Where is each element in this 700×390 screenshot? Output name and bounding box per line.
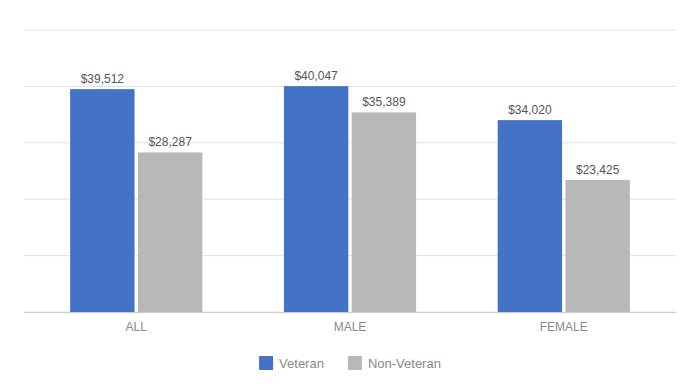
grid-line	[24, 30, 676, 31]
data-label: $28,287	[148, 135, 192, 149]
legend: Veteran Non-Veteran	[259, 356, 441, 371]
tick-label: FEMALE	[540, 320, 588, 334]
tick-label: MALE	[334, 320, 367, 334]
data-label: $23,425	[576, 163, 620, 177]
tick: FEMALE	[540, 320, 588, 334]
chart: $39,512 $40,047 $34,020 $28,287 $35,389 $23,4…	[0, 0, 700, 390]
bar	[70, 89, 134, 312]
axis-line	[25, 312, 677, 313]
grid	[24, 30, 676, 312]
tick-label: ALL	[126, 320, 148, 334]
bars	[70, 86, 630, 312]
legend-item: Veteran	[259, 356, 324, 371]
bar	[565, 180, 629, 312]
legend-label: Non-Veteran	[368, 356, 441, 371]
tick: MALE	[334, 320, 367, 334]
legend-swatch	[348, 356, 362, 370]
tick: ALL	[126, 320, 148, 334]
plot-area: $39,512 $40,047 $34,020 $28,287 $35,389 $23,4…	[24, 30, 677, 334]
bar	[352, 112, 416, 312]
legend-item: Non-Veteran	[348, 356, 441, 371]
bar	[138, 152, 202, 312]
bar-series	[70, 86, 562, 312]
bar	[498, 120, 562, 312]
data-label: $40,047	[294, 69, 338, 83]
data-label: $39,512	[81, 72, 125, 86]
legend-swatch	[259, 356, 273, 370]
legend-label: Veteran	[279, 356, 324, 371]
x-axis: ALL MALE FEMALE	[25, 313, 677, 334]
bar	[284, 86, 348, 312]
data-label: $34,020	[508, 103, 552, 117]
data-label: $35,389	[362, 95, 406, 109]
data-labels: $39,512 $40,047 $34,020 $28,287 $35,389 $23,4…	[81, 69, 620, 177]
bar-series	[138, 112, 630, 312]
